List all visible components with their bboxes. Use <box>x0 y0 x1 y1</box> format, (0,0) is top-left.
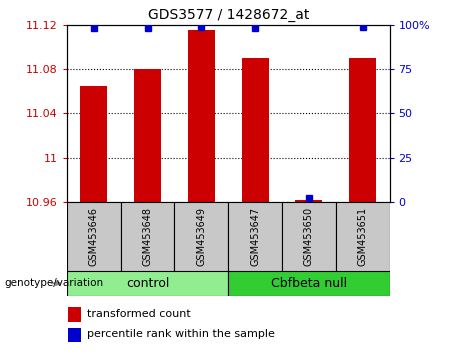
Bar <box>134 69 161 202</box>
Bar <box>68 327 82 342</box>
Bar <box>349 58 376 202</box>
Text: transformed count: transformed count <box>88 309 191 319</box>
Bar <box>228 271 390 296</box>
Bar <box>188 30 215 202</box>
Text: Cbfbeta null: Cbfbeta null <box>271 277 347 290</box>
Text: GSM453648: GSM453648 <box>142 207 153 266</box>
Text: GSM453650: GSM453650 <box>304 207 314 266</box>
Bar <box>336 202 390 271</box>
Bar <box>228 202 282 271</box>
Text: GSM453651: GSM453651 <box>358 207 368 266</box>
Text: percentile rank within the sample: percentile rank within the sample <box>88 330 275 339</box>
Bar <box>174 202 228 271</box>
Title: GDS3577 / 1428672_at: GDS3577 / 1428672_at <box>148 8 309 22</box>
Text: control: control <box>126 277 169 290</box>
Bar <box>80 86 107 202</box>
Text: GSM453646: GSM453646 <box>89 207 99 266</box>
Bar <box>67 271 228 296</box>
Bar <box>121 202 174 271</box>
Bar <box>242 58 268 202</box>
Text: GSM453647: GSM453647 <box>250 207 260 266</box>
Text: GSM453649: GSM453649 <box>196 207 207 266</box>
Bar <box>67 202 121 271</box>
Bar <box>68 307 82 321</box>
Text: genotype/variation: genotype/variation <box>5 278 104 288</box>
Bar <box>296 200 322 202</box>
Bar <box>282 202 336 271</box>
